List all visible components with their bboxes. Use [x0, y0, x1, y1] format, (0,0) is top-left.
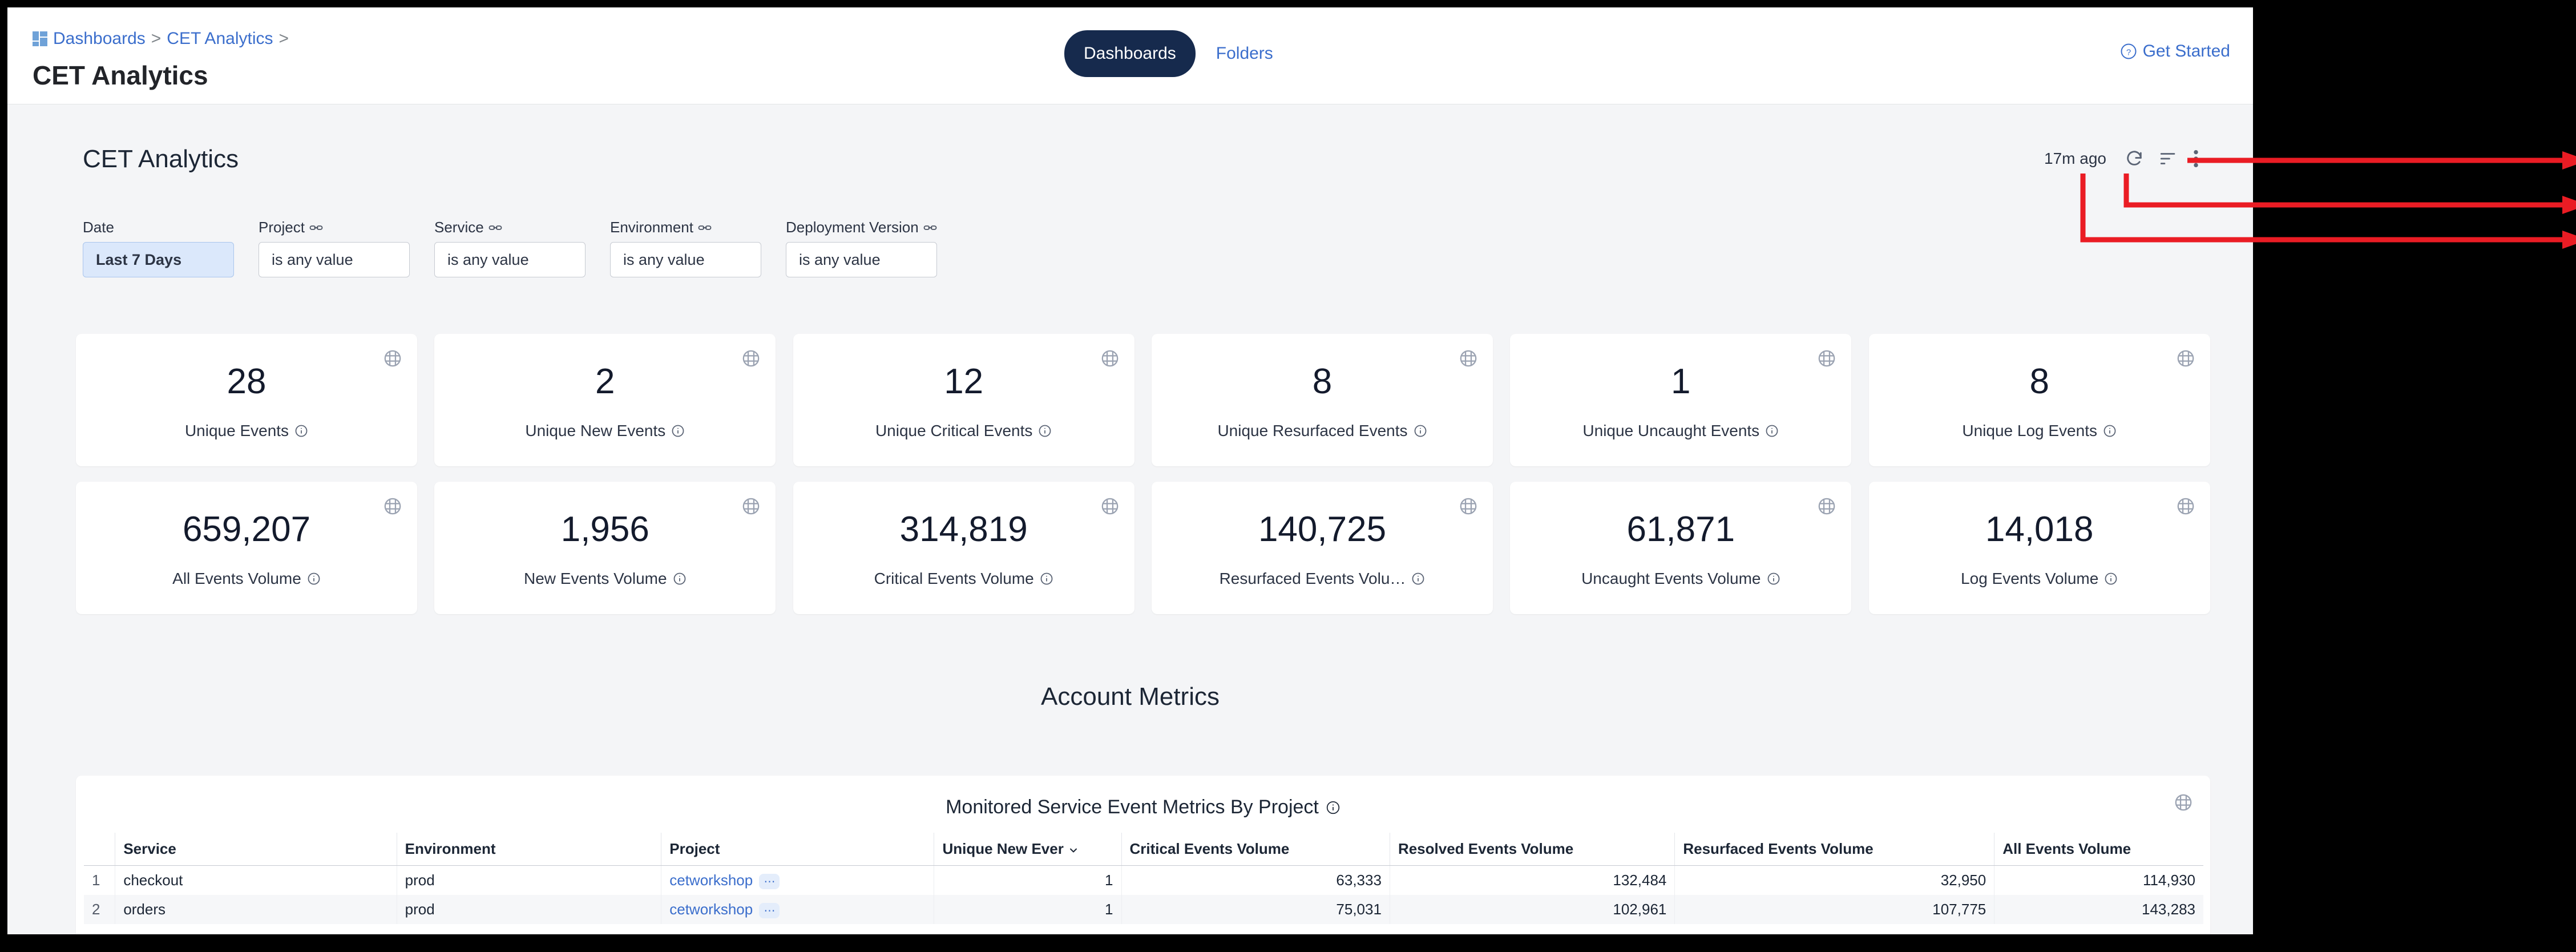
svg-text:?: ?: [2126, 47, 2130, 57]
